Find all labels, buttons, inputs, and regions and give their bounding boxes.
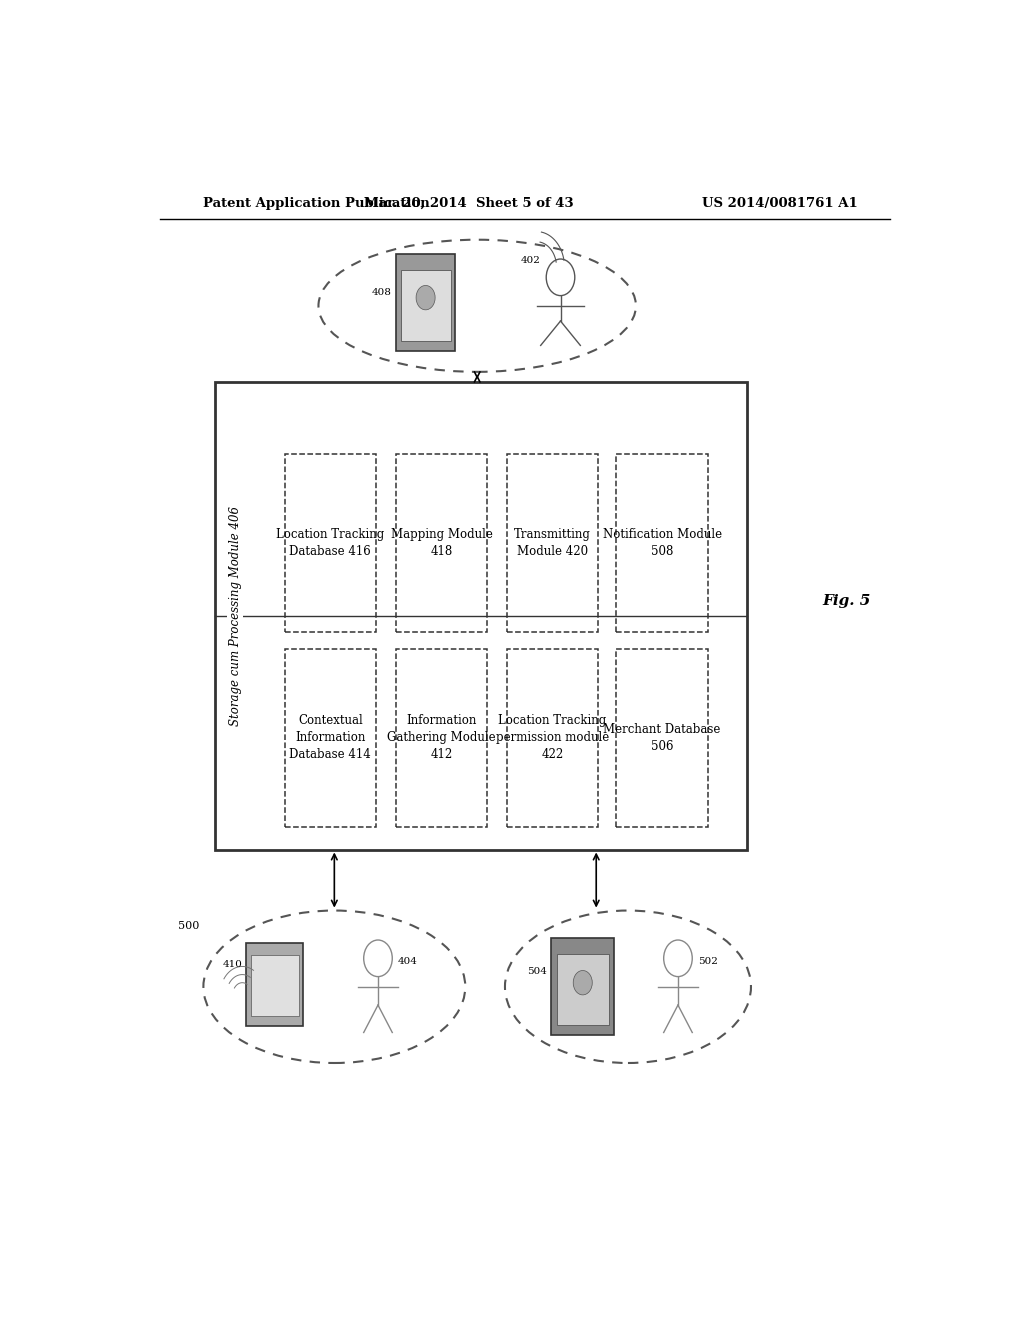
Circle shape: [573, 970, 592, 995]
Text: Location Tracking
permission module
422: Location Tracking permission module 422: [496, 714, 609, 762]
Bar: [507, 454, 598, 631]
Bar: [616, 454, 708, 631]
Text: 502: 502: [697, 957, 718, 966]
Circle shape: [416, 285, 435, 310]
Bar: [396, 649, 487, 826]
Bar: [251, 956, 299, 1016]
Text: Patent Application Publication: Patent Application Publication: [204, 197, 430, 210]
Text: 404: 404: [397, 957, 418, 966]
Bar: [246, 942, 303, 1027]
Bar: [616, 649, 708, 826]
Bar: [507, 649, 598, 826]
Text: 402: 402: [521, 256, 541, 264]
Text: Contextual
Information
Database 414: Contextual Information Database 414: [290, 714, 372, 762]
Text: Location Tracking
Database 416: Location Tracking Database 416: [276, 528, 384, 557]
Bar: [285, 649, 376, 826]
Text: Mapping Module
418: Mapping Module 418: [390, 528, 493, 557]
Text: Mar. 20, 2014  Sheet 5 of 43: Mar. 20, 2014 Sheet 5 of 43: [365, 197, 574, 210]
Text: Information
Gathering Module
412: Information Gathering Module 412: [387, 714, 496, 762]
Text: Notification Module
508: Notification Module 508: [602, 528, 722, 557]
Bar: [551, 939, 614, 1035]
Text: Storage cum Processing Module 406: Storage cum Processing Module 406: [228, 506, 242, 726]
Text: Merchant Database
506: Merchant Database 506: [603, 723, 721, 752]
Bar: [400, 269, 451, 341]
Bar: [215, 381, 748, 850]
Text: Transmitting
Module 420: Transmitting Module 420: [514, 528, 591, 557]
Text: 408: 408: [372, 288, 392, 297]
Text: 500: 500: [178, 921, 200, 931]
Bar: [556, 954, 609, 1024]
Bar: [396, 454, 487, 631]
Text: 410: 410: [222, 960, 243, 969]
Text: US 2014/0081761 A1: US 2014/0081761 A1: [702, 197, 858, 210]
Text: Fig. 5: Fig. 5: [822, 594, 870, 607]
Bar: [285, 454, 376, 631]
Text: 504: 504: [527, 968, 547, 975]
Bar: [396, 255, 456, 351]
